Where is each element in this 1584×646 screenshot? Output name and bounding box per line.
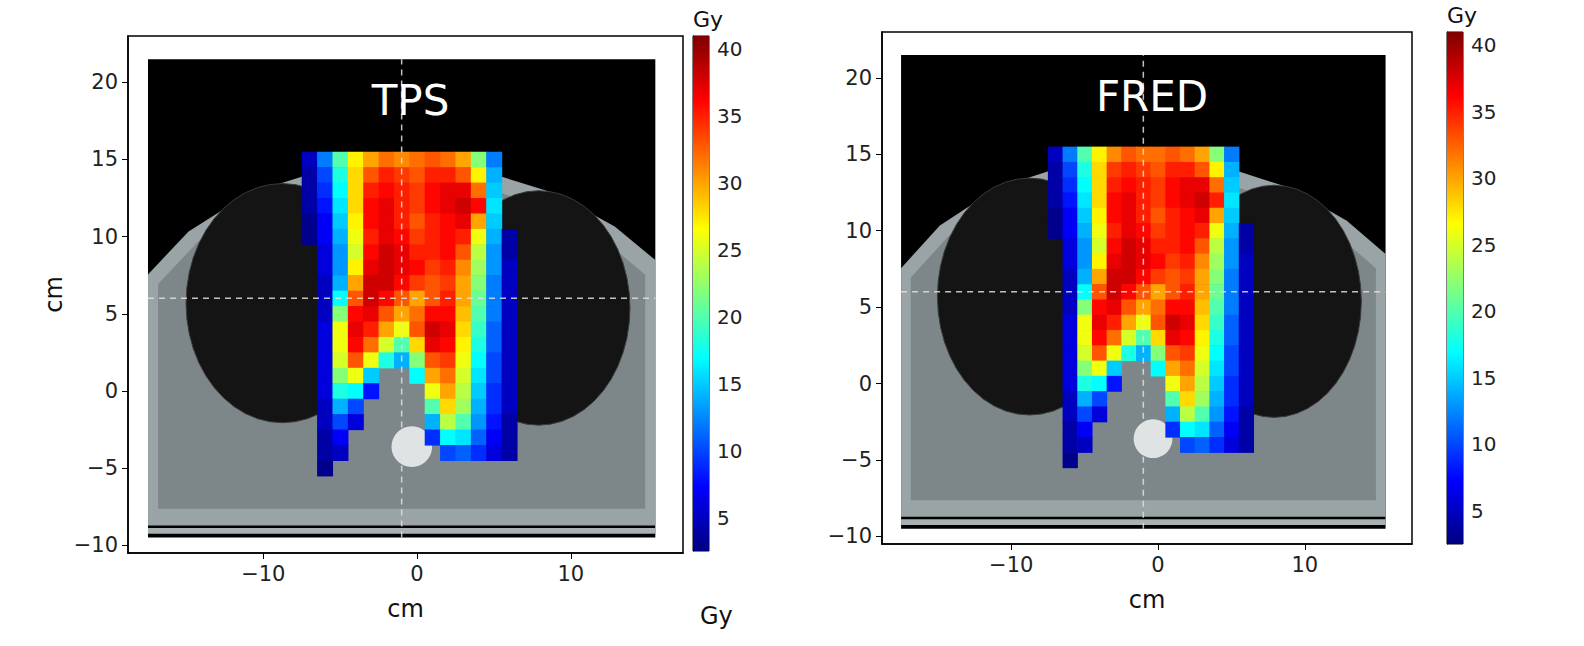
- svg-text:30: 30: [717, 171, 742, 195]
- svg-text:35: 35: [717, 104, 742, 128]
- svg-text:Gy: Gy: [1447, 3, 1477, 28]
- svg-text:35: 35: [1471, 100, 1496, 124]
- svg-text:10: 10: [1291, 553, 1318, 577]
- svg-text:20: 20: [91, 70, 118, 94]
- svg-text:5: 5: [1471, 499, 1484, 523]
- svg-text:25: 25: [717, 238, 742, 262]
- svg-text:0: 0: [410, 562, 423, 586]
- svg-text:15: 15: [1471, 366, 1496, 390]
- svg-text:30: 30: [1471, 166, 1496, 190]
- svg-text:−10: −10: [828, 524, 872, 548]
- svg-text:TPS: TPS: [371, 76, 450, 125]
- svg-text:0: 0: [1151, 553, 1164, 577]
- svg-text:20: 20: [845, 66, 872, 90]
- svg-text:10: 10: [1471, 432, 1496, 456]
- svg-text:−5: −5: [841, 448, 872, 472]
- svg-text:15: 15: [845, 142, 872, 166]
- svg-text:5: 5: [717, 506, 730, 530]
- svg-text:Gy: Gy: [693, 7, 723, 32]
- svg-text:−10: −10: [989, 553, 1033, 577]
- svg-text:5: 5: [105, 302, 118, 326]
- svg-text:10: 10: [845, 219, 872, 243]
- svg-text:cm: cm: [387, 595, 424, 623]
- svg-text:10: 10: [557, 562, 584, 586]
- svg-text:10: 10: [91, 225, 118, 249]
- svg-text:cm: cm: [1129, 586, 1166, 614]
- svg-text:−10: −10: [241, 562, 285, 586]
- svg-text:10: 10: [717, 439, 742, 463]
- svg-text:20: 20: [717, 305, 742, 329]
- svg-text:15: 15: [717, 372, 742, 396]
- svg-text:25: 25: [1471, 233, 1496, 257]
- svg-text:cm: cm: [40, 276, 68, 313]
- svg-text:20: 20: [1471, 299, 1496, 323]
- svg-text:Gy: Gy: [700, 602, 733, 630]
- svg-text:0: 0: [105, 379, 118, 403]
- svg-text:−10: −10: [74, 533, 118, 557]
- svg-text:−5: −5: [87, 456, 118, 480]
- svg-text:40: 40: [717, 37, 742, 61]
- svg-text:5: 5: [859, 295, 872, 319]
- svg-text:0: 0: [859, 372, 872, 396]
- svg-text:40: 40: [1471, 33, 1496, 57]
- svg-text:FRED: FRED: [1096, 72, 1208, 121]
- svg-text:15: 15: [91, 147, 118, 171]
